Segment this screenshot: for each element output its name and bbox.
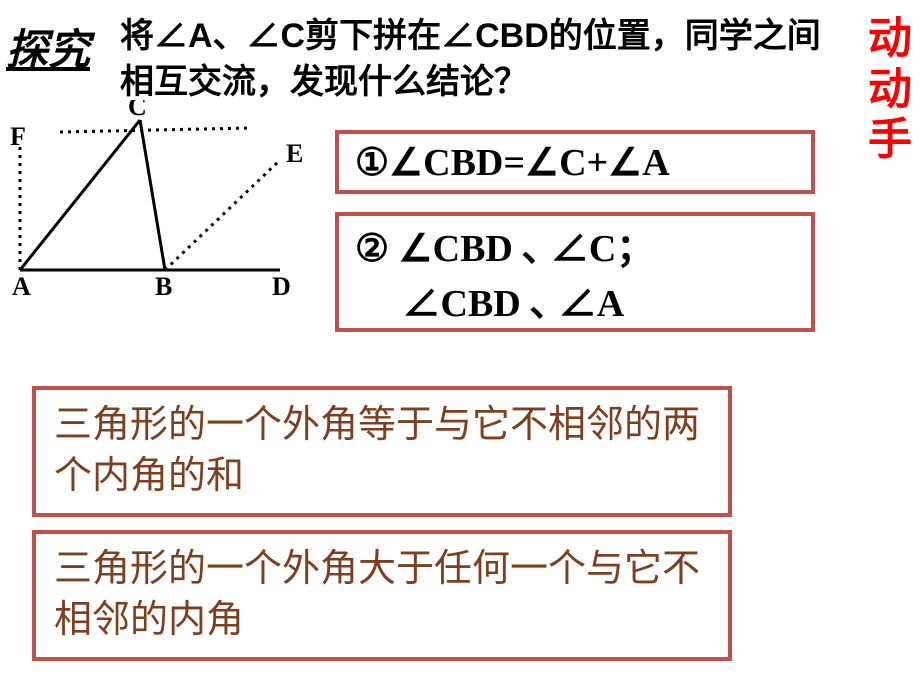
right-char-1: 动	[868, 65, 912, 116]
svg-text:B: B	[155, 272, 172, 300]
right-char-0: 动	[868, 14, 912, 65]
triangle-diagram: A B C D E F	[0, 100, 320, 300]
theorem-box-t2: 三角形的一个外角大于任何一个与它不相邻的内角	[32, 530, 732, 661]
theorem-box-t1: 三角形的一个外角等于与它不相邻的两个内角的和	[32, 386, 732, 517]
svg-text:F: F	[10, 122, 26, 151]
formula-box-f1: ①∠CBD=∠C+∠A	[335, 130, 815, 194]
right-char-2: 手	[868, 115, 912, 166]
svg-text:E: E	[286, 139, 303, 168]
formula-line: ①∠CBD=∠C+∠A	[355, 140, 795, 185]
svg-text:A: A	[12, 272, 31, 300]
inquiry-label: 探究	[6, 16, 90, 77]
right-side-label: 动 动 手	[860, 0, 920, 166]
formula-box-f2: ② ∠CBD ､ ∠C； ∠CBD ､ ∠A	[335, 212, 815, 332]
formula-line: ② ∠CBD ､ ∠C；	[355, 217, 795, 272]
formula-line: ∠CBD ､ ∠A	[355, 272, 795, 327]
svg-text:D: D	[272, 272, 291, 300]
question-text: 将∠A、∠C剪下拼在∠CBD的位置，同学之间相互交流，发现什么结论？	[120, 14, 840, 106]
svg-text:C: C	[128, 100, 147, 121]
